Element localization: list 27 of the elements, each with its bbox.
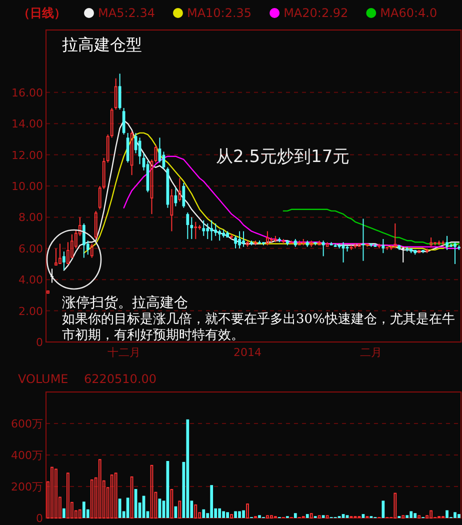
xtick: 十二月 [107,346,140,359]
ytick: 8.00 [18,211,43,224]
ytick: 12.00 [12,148,43,162]
note: 从2.5元炒到17元 [216,147,350,167]
title: VOLUME [18,372,68,386]
ytick: 0 [36,336,43,349]
title: 拉高建仓型 [62,35,142,54]
note: 6220510.00 [84,372,157,386]
legend: MA60:4.0 [380,6,438,20]
ytick: 14.00 [12,118,43,131]
legend: MA10:2.35 [186,6,252,20]
ytick: 10.00 [12,180,43,193]
ytick: 4.00 [18,274,43,287]
ytick: 400万 [11,449,43,462]
ytick: 2.00 [18,304,43,318]
legend: MA20:2.92 [284,6,348,20]
ytick: 6.00 [18,242,43,256]
xtick: 2014 [234,346,262,359]
legend: MA5:2.34 [98,6,155,20]
subtitle: （日线） [18,6,66,20]
ytick: 600万 [11,418,43,430]
ytick: 0 [36,512,43,525]
note: 涨停扫货。拉高建仓 [62,295,188,311]
ytick: 200万 [11,480,43,494]
ytick: 16.00 [12,86,43,100]
xtick: 二月 [360,346,382,359]
note: 如果你的目标是涨几倍，就不要在乎多出30%快速建仓，尤其是在牛市初期，有利好预期时特有效。 [62,312,455,343]
